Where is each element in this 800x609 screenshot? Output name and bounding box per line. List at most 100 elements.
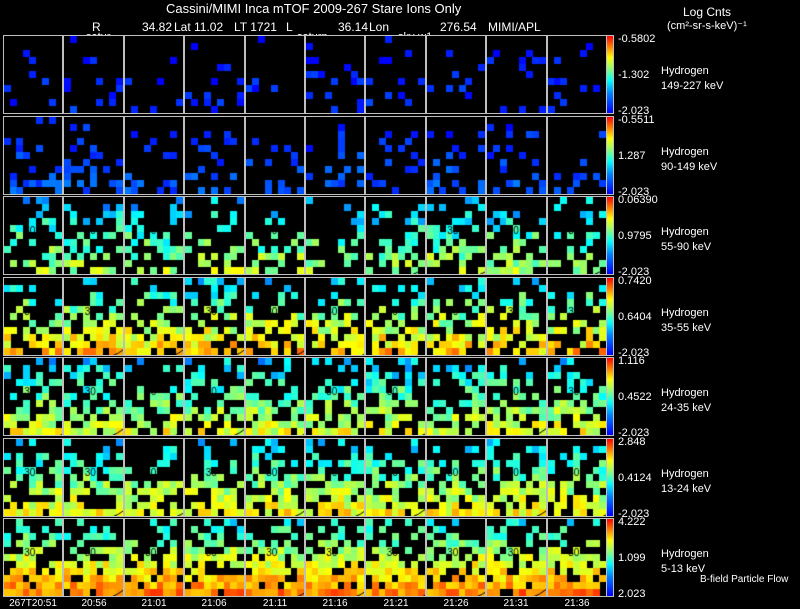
heatmap-panel	[3, 277, 63, 356]
colorbar-mid: 0.4124	[618, 472, 652, 484]
colorbar-min: -2.023	[618, 508, 650, 520]
row-species: Hydrogen	[661, 548, 709, 560]
colorbar	[606, 116, 614, 195]
lon-value: 276.54	[440, 20, 477, 34]
time-tick-label: 21:26	[443, 598, 469, 609]
heatmap-panel	[365, 518, 426, 597]
heatmap-panel-pixels	[306, 439, 364, 516]
heatmap-panel-pixels	[185, 117, 244, 194]
heatmap-panel	[245, 357, 305, 436]
heatmap-panel	[3, 518, 63, 597]
heatmap-panel-pixels	[246, 358, 304, 435]
heatmap-panel-pixels	[64, 439, 123, 516]
time-tick-label: 21:11	[262, 598, 288, 609]
lon-label: Lon	[369, 20, 390, 34]
heatmap-panel-pixels	[306, 519, 364, 596]
colorbar	[606, 357, 614, 436]
heatmap-panel-pixels	[427, 278, 485, 355]
heatmap-panel-pixels	[487, 278, 546, 355]
heatmap-panel-pixels	[427, 117, 485, 194]
units-sublabel: (cm²-sr-s-keV)⁻¹	[667, 20, 747, 32]
heatmap-panel	[3, 196, 63, 275]
heatmap-panel	[305, 357, 365, 436]
heatmap-panel	[124, 277, 184, 356]
heatmap-panel	[486, 277, 547, 356]
heatmap-panel	[426, 277, 486, 356]
l-label: L	[286, 20, 293, 34]
row-species: Hydrogen	[661, 307, 709, 319]
org-label: MIMI/APL	[488, 20, 541, 34]
heatmap-panel	[365, 116, 426, 195]
heatmap-panel	[547, 277, 607, 356]
colorbar	[606, 518, 614, 597]
heatmap-panel-pixels	[4, 358, 62, 435]
heatmap-panel	[305, 438, 365, 517]
units-label: Log Cnts	[683, 5, 732, 19]
colorbar-min: -2.023	[618, 105, 650, 117]
heatmap-panel	[124, 518, 184, 597]
row-species: Hydrogen	[661, 468, 709, 480]
row-species: Hydrogen	[661, 146, 709, 158]
heatmap-panel-pixels	[64, 36, 123, 113]
heatmap-panel	[245, 438, 305, 517]
heatmap-panel-pixels	[548, 519, 606, 596]
heatmap-panel	[365, 35, 426, 114]
heatmap-panel-pixels	[306, 358, 364, 435]
colorbar-mid: 1.287	[618, 150, 646, 162]
heatmap-panel	[426, 35, 486, 114]
heatmap-panel-pixels	[427, 358, 485, 435]
heatmap-panel	[365, 357, 426, 436]
heatmap-panel-pixels	[246, 36, 304, 113]
heatmap-panel-pixels	[64, 358, 123, 435]
heatmap-panel-pixels	[427, 197, 485, 274]
heatmap-panel	[124, 116, 184, 195]
heatmap-panel-pixels	[487, 439, 546, 516]
time-tick-label: 21:01	[141, 598, 167, 609]
heatmap-panel-pixels	[4, 36, 62, 113]
heatmap-panel	[63, 438, 124, 517]
heatmap-panel	[184, 277, 245, 356]
heatmap-panel-pixels	[246, 278, 304, 355]
heatmap-panel-pixels	[64, 117, 123, 194]
row-energy: 90-149 keV	[661, 161, 718, 173]
heatmap-panel-pixels	[548, 439, 606, 516]
colorbar-mid: 1.099	[618, 552, 646, 564]
time-tick-label: 267T20:51	[9, 598, 57, 609]
heatmap-panel-pixels	[185, 519, 244, 596]
heatmap-panel	[486, 357, 547, 436]
colorbar-max: 0.7420	[618, 275, 652, 287]
heatmap-panel	[426, 438, 486, 517]
heatmap-panel-pixels	[4, 197, 62, 274]
row-energy: 24-35 keV	[661, 402, 712, 414]
heatmap-panel	[426, 518, 486, 597]
colorbar-max: 1.116	[618, 355, 645, 367]
heatmap-panel	[184, 357, 245, 436]
heatmap-panel-pixels	[366, 519, 425, 596]
heatmap-panel	[547, 35, 607, 114]
colorbar-min: -2.023	[618, 347, 650, 359]
row-energy: 13-24 keV	[661, 483, 712, 495]
heatmap-panel-pixels	[125, 197, 183, 274]
colorbar-min: -2.023	[618, 266, 650, 278]
heatmap-panel-pixels	[548, 278, 606, 355]
heatmap-panel-pixels	[487, 197, 546, 274]
heatmap-panel	[3, 438, 63, 517]
heatmap-panel	[547, 196, 607, 275]
heatmap-panel	[305, 518, 365, 597]
l-value: 36.14	[338, 20, 369, 34]
heatmap-panel-pixels	[487, 117, 546, 194]
time-tick-label: 21:31	[503, 598, 529, 609]
heatmap-panel-pixels	[185, 197, 244, 274]
heatmap-panel	[124, 357, 184, 436]
heatmap-panel-pixels	[427, 439, 485, 516]
heatmap-panel	[3, 116, 63, 195]
heatmap-panel-pixels	[427, 519, 485, 596]
heatmap-panel	[124, 35, 184, 114]
heatmap-panel-pixels	[548, 358, 606, 435]
heatmap-panel	[184, 196, 245, 275]
r-label: R	[92, 20, 101, 34]
colorbar-mid: 0.9795	[618, 230, 652, 242]
heatmap-panel-pixels	[306, 278, 364, 355]
colorbar-min: 2.023	[618, 588, 646, 600]
heatmap-panel-pixels	[125, 439, 183, 516]
